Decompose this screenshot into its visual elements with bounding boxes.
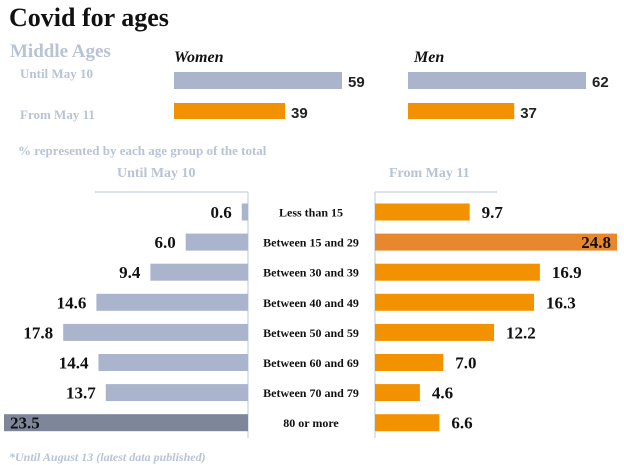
women-bar-until (174, 72, 342, 89)
until-bar (4, 414, 248, 432)
until-bar (63, 323, 248, 341)
category-label: Less than 15 (279, 206, 343, 220)
until-value-label: 13.7 (66, 384, 96, 403)
from-bar (375, 203, 470, 221)
until-value-label: 23.5 (10, 414, 40, 433)
from-bar (375, 293, 535, 311)
until-value-label: 0.6 (211, 203, 232, 222)
category-label: Between 70 and 79 (263, 386, 359, 400)
men-value-from: 37 (520, 105, 537, 122)
until-bar (96, 293, 248, 311)
men-bar-until (408, 72, 586, 89)
chart-title: Covid for ages (9, 3, 169, 32)
from-value-label: 16.3 (546, 293, 576, 312)
from-bar (375, 233, 617, 251)
from-value-label: 16.9 (552, 263, 582, 282)
until-bar (185, 233, 248, 251)
category-label: Between 60 and 69 (263, 356, 359, 370)
from-bar (375, 263, 540, 281)
category-label: Between 15 and 29 (263, 236, 359, 250)
women-label: Women (174, 49, 224, 66)
from-value-label: 4.6 (432, 384, 453, 403)
women-value-from: 39 (291, 105, 308, 122)
until-value-label: 17.8 (23, 323, 53, 342)
until-value-label: 14.6 (57, 293, 87, 312)
category-label: Between 30 and 39 (263, 266, 359, 280)
category-label: Between 40 and 49 (263, 296, 359, 310)
women-value-until: 59 (348, 74, 365, 91)
from-bar (375, 414, 440, 432)
category-label: Between 50 and 59 (263, 326, 359, 340)
from-value-label: 7.0 (455, 354, 476, 373)
chart-subtitle: Middle Ages (10, 41, 111, 62)
men-label: Men (414, 49, 445, 66)
until-value-label: 14.4 (59, 354, 89, 373)
from-value-label: 24.8 (581, 233, 611, 252)
category-label: 80 or more (283, 416, 339, 430)
from-bar (375, 323, 495, 341)
men-bar-from (408, 103, 515, 119)
from-value-label: 6.6 (451, 414, 472, 433)
footnote: *Until August 13 (latest data published) (9, 450, 206, 464)
men-value-until: 62 (592, 74, 609, 91)
until-bar (241, 203, 248, 221)
until-value-label: 6.0 (154, 233, 175, 252)
until-value-label: 9.4 (119, 263, 141, 282)
from-bar (375, 384, 420, 402)
note-text: % represented by each age group of the t… (18, 143, 267, 158)
col-header-from: From May 11 (389, 166, 470, 181)
from-value-label: 12.2 (506, 323, 536, 342)
until-bar (105, 384, 248, 402)
col-header-until: Until May 10 (117, 166, 196, 181)
row-label-from: From May 11 (20, 107, 95, 122)
row-label-until: Until May 10 (20, 66, 93, 81)
women-bar-from (174, 103, 286, 119)
from-value-label: 9.7 (482, 203, 504, 222)
until-bar (150, 263, 248, 281)
until-bar (98, 354, 248, 371)
from-bar (375, 354, 444, 371)
